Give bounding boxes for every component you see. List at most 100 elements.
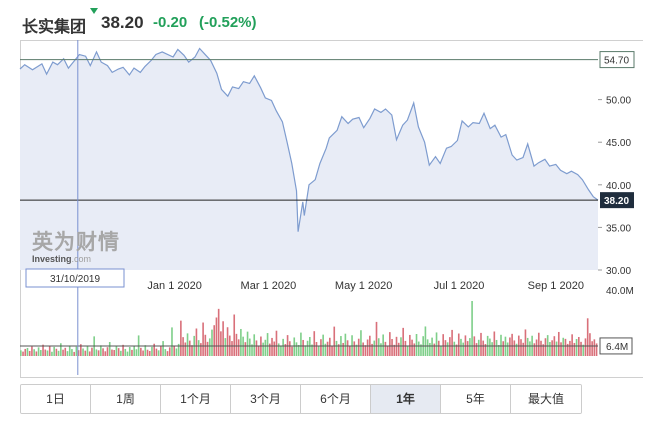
volume-bar [584, 338, 587, 356]
volume-bar [491, 342, 493, 356]
volume-bar [533, 343, 536, 356]
volume-bar [433, 343, 436, 356]
volume-bar [324, 343, 327, 356]
volume-bar [277, 343, 280, 356]
tab-1[interactable]: 1周 [91, 385, 161, 413]
volume-bar [442, 334, 444, 356]
volume-bar [197, 340, 200, 356]
volume-bar [124, 348, 127, 356]
volume-bar [168, 347, 171, 356]
volume-bar [522, 342, 525, 356]
volume-bar [469, 338, 471, 356]
volume-bar [326, 341, 329, 356]
volume-bar [142, 350, 144, 356]
volume-bar [509, 337, 511, 356]
volume-bar [111, 349, 113, 356]
volume-bar [271, 337, 273, 356]
crosshair-date-box [25, 268, 125, 288]
volume-bar [22, 351, 24, 356]
volume-bar [580, 341, 582, 356]
logo-chinese-text: 英为财情 [32, 231, 120, 254]
volume-bar [295, 342, 298, 356]
volume-bar [424, 326, 427, 356]
volume-bar [577, 336, 580, 356]
volume-bar [84, 350, 87, 356]
tab-2[interactable]: 1个月 [161, 385, 231, 413]
logo-brand: Investing [32, 254, 72, 264]
volume-bar [115, 345, 118, 356]
volume-bar [406, 345, 409, 356]
last-price: 38.20 [101, 13, 144, 32]
volume-bar [386, 346, 389, 356]
tab-4[interactable]: 6个月 [301, 385, 371, 413]
volume-bar [37, 347, 40, 356]
volume-bar [102, 348, 104, 356]
volume-bar [42, 344, 44, 356]
volume-bar [175, 348, 178, 356]
volume-bar [506, 342, 509, 356]
volume-bar [446, 342, 449, 356]
volume-bar [282, 338, 284, 356]
volume-bar [544, 338, 547, 356]
volume-bar [449, 337, 451, 356]
tab-3[interactable]: 3个月 [231, 385, 301, 413]
price-tick-label: 30.00 [606, 266, 631, 277]
volume-bar [331, 345, 333, 356]
volume-bar [253, 334, 256, 356]
volume-bar [162, 341, 164, 356]
volume-bar [144, 345, 147, 356]
volume-bar [569, 340, 571, 356]
volume-bar [208, 338, 211, 356]
volume-bar [62, 349, 64, 356]
investing-logo: 英为财情 Investing.com [32, 226, 120, 264]
volume-bar [453, 341, 456, 356]
volume-bar [515, 343, 518, 356]
volume-bar [462, 342, 465, 356]
volume-avg-box [599, 337, 633, 355]
crosshair-date-label: 31/10/2019 [50, 274, 100, 285]
volume-bar [333, 326, 336, 356]
high-label-box [599, 51, 635, 69]
volume-bar [475, 343, 478, 356]
volume-bar [302, 339, 304, 356]
volume-bar [591, 341, 593, 356]
volume-bar [231, 341, 233, 356]
volume-bar [595, 343, 598, 356]
volume-bar [582, 344, 585, 356]
volume-bar [24, 348, 27, 356]
volume-bar [460, 338, 462, 356]
volume-bar [224, 338, 227, 356]
volume-bar [184, 342, 187, 356]
volume-bar [304, 345, 307, 356]
volume-bar [493, 331, 496, 356]
volume-bar [155, 348, 158, 356]
volume-bar [55, 348, 58, 356]
volume-bar [353, 341, 356, 356]
volume-bar [551, 340, 553, 356]
volume-bar [237, 339, 240, 356]
volume-bar [284, 344, 287, 356]
volume-bar [60, 343, 62, 356]
volume-bar [586, 318, 589, 356]
tab-6[interactable]: 5年 [441, 385, 511, 413]
price-line [19, 47, 599, 232]
volume-bar [146, 349, 149, 356]
tab-5[interactable]: 1年 [371, 385, 441, 413]
volume-bar [191, 345, 193, 356]
volume-bar [122, 344, 124, 356]
volume-bar [288, 341, 291, 356]
volume-bar [542, 344, 545, 356]
volume-bar [557, 331, 560, 356]
volume-bar [257, 345, 260, 356]
volume-bar [95, 349, 98, 356]
volume-bar [373, 340, 376, 356]
volume-bar [266, 333, 269, 356]
volume-bar [140, 347, 142, 356]
volume-bar [411, 339, 413, 356]
volume-bar [457, 333, 460, 356]
stock-chart[interactable]: 50.00 45.00 40.00 35.00 30.00 54.70 38.20 Jan 1… [0, 0, 662, 380]
tab-7[interactable]: 最大值 [511, 385, 581, 413]
volume-bar [33, 349, 35, 356]
volume-bar [244, 342, 247, 356]
tab-0[interactable]: 1日 [21, 385, 91, 413]
